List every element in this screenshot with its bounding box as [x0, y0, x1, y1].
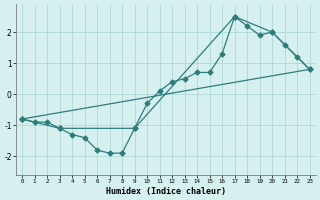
X-axis label: Humidex (Indice chaleur): Humidex (Indice chaleur)	[106, 187, 226, 196]
